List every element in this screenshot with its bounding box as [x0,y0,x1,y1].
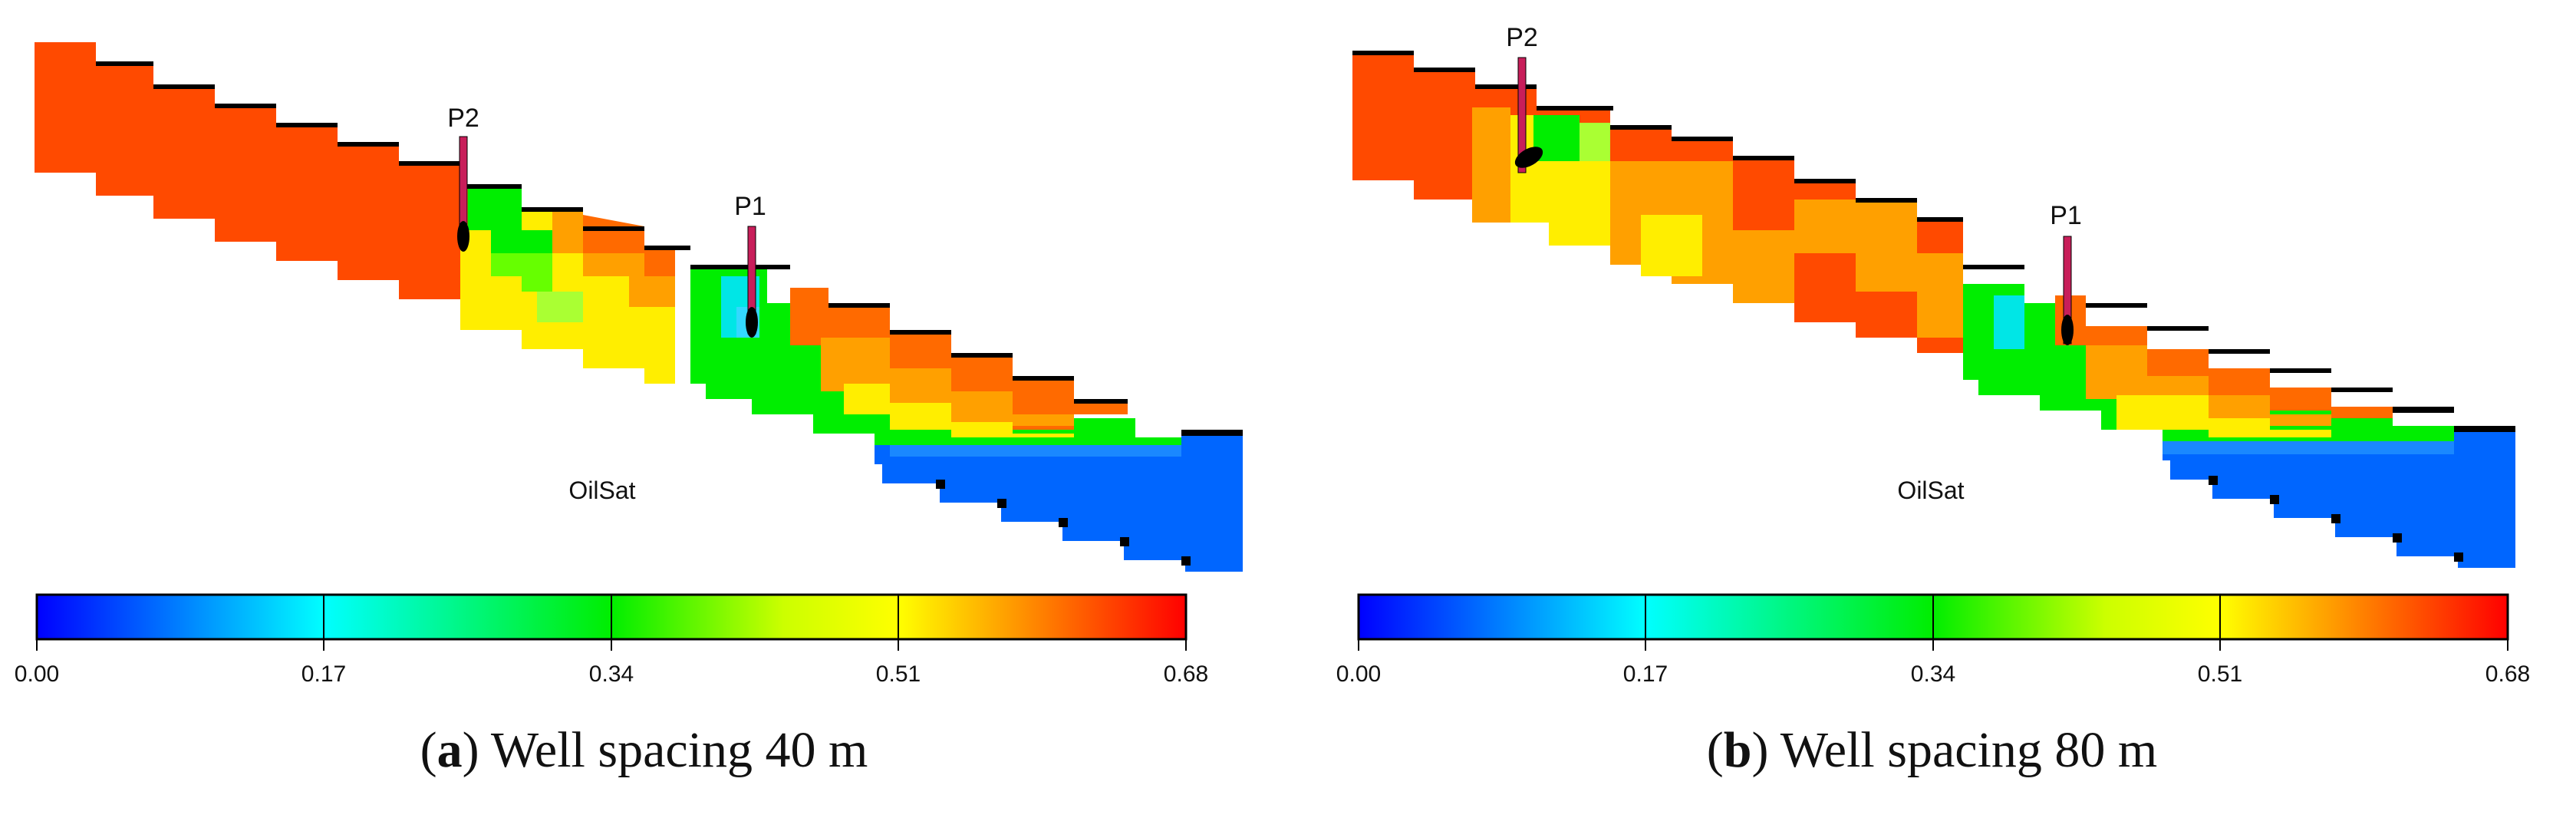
caption-text: Well spacing 80 m [1780,722,2158,778]
colorbar-tick-1: 0.17 [1623,661,1668,687]
colorbar-tick-4: 0.68 [1164,661,1208,687]
reservoir-grid: OilSat [1352,51,2515,568]
well-label-p1: P1 [2050,201,2082,230]
colorbar-tick-2: 0.34 [1911,661,1955,687]
colorbar-tick-0: 0.00 [15,661,59,687]
well-p1[interactable]: P1 [2050,201,2082,345]
top-edge [96,61,1243,566]
well-label-p2: P2 [447,104,479,133]
panel-a: OilSat P2 P1 0.00 0.17 0.34 0.5 [15,42,1243,778]
colorbar-tick-2: 0.34 [589,661,634,687]
water-zone [875,434,1243,572]
caption-text: Well spacing 40 m [490,722,868,778]
panel-b: OilSat P2 P1 0.00 0.17 0.34 0.51 0. [1288,0,2576,818]
caption-b: (b) Well spacing 80 m [1706,722,2158,778]
property-label: OilSat [1897,477,1964,504]
well-p1[interactable]: P1 [734,192,766,338]
colorbar-tick-3: 0.51 [876,661,921,687]
colorbar: 0.00 0.17 0.34 0.51 0.68 [15,593,1208,687]
well-p2[interactable]: P2 [447,104,479,252]
reservoir-grid: OilSat [35,42,1243,572]
caption-a: (a) Well spacing 40 m [420,722,868,778]
well-label-p2: P2 [1506,23,1538,52]
top-edge [1352,51,2515,562]
colorbar-tick-0: 0.00 [1336,661,1381,687]
colorbar-tick-4: 0.68 [2485,661,2530,687]
colorbar-tick-1: 0.17 [301,661,346,687]
property-label: OilSat [568,477,635,504]
reservoir-model-a: OilSat P2 P1 0.00 0.17 0.34 0.5 [15,42,1243,687]
colorbar: 0.00 0.17 0.34 0.51 0.68 [1336,593,2530,687]
well-label-p1: P1 [734,192,766,221]
water-zone [2163,430,2515,568]
well-p2[interactable]: P2 [1506,23,1547,173]
oil-zone [35,42,460,299]
caption-letter: a [436,722,463,778]
colorbar-tick-3: 0.51 [2198,661,2242,687]
reservoir-model-b: OilSat P2 P1 0.00 0.17 0.34 0.51 0. [1336,23,2530,687]
caption-letter: b [1723,722,1752,778]
